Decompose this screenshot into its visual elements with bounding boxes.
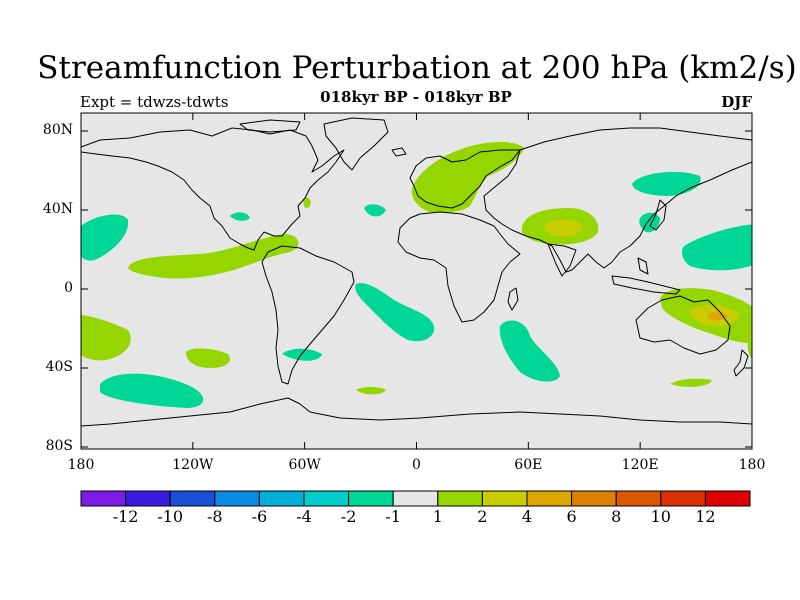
- colorbar: [80, 490, 751, 507]
- coast-europe-africa: [397, 149, 521, 323]
- coast-north-america: [81, 127, 345, 251]
- colorbar-label: -12: [112, 507, 139, 526]
- coast-new-zealand: [733, 349, 749, 377]
- colorbar-label: 6: [566, 507, 577, 526]
- contour-neg-pacific-south: [100, 373, 204, 408]
- colorbar-label: 8: [611, 507, 622, 526]
- colorbar-label: -1: [385, 507, 401, 526]
- contour-pos-tibet-core: [544, 219, 583, 237]
- lon-tick-label: 180: [67, 457, 95, 473]
- coast-south-america: [261, 245, 355, 385]
- contour-pos-south-pacific-west: [81, 314, 131, 361]
- coast-asia: [483, 127, 752, 273]
- colorbar-swatch: [571, 490, 617, 507]
- colorbar-label: -8: [207, 507, 223, 526]
- lon-tick-label: 120W: [172, 457, 214, 473]
- contour-neg-east-pacific-north: [81, 214, 129, 261]
- colorbar-swatch: [303, 490, 350, 507]
- contour-neg-mediterranean: [364, 204, 386, 217]
- contour-pos-tasman: [670, 378, 712, 387]
- coast-madagascar: [507, 287, 519, 311]
- colorbar-swatch: [125, 490, 171, 507]
- coast-japan: [649, 199, 667, 231]
- colorbar-label: -10: [157, 507, 184, 526]
- contour-pos-east-australia: [747, 340, 752, 360]
- coast-australia: [635, 295, 731, 355]
- contour-fills: [81, 141, 752, 408]
- colorbar-swatch: [392, 490, 439, 507]
- colorbar-label: -6: [251, 507, 268, 526]
- colorbar-swatch: [348, 490, 394, 507]
- experiment-label: Expt = tdwzs-tdwts: [80, 93, 229, 111]
- colorbar-swatch: [615, 490, 662, 507]
- coastlines: [81, 117, 752, 427]
- contour-neg-indian-ocean: [499, 320, 560, 382]
- colorbar-swatch: [481, 490, 528, 507]
- colorbar-label: 1: [432, 507, 443, 526]
- colorbar-swatch: [169, 490, 216, 507]
- colorbar-label: -2: [340, 507, 357, 526]
- contour-pos-south-atlantic-east: [356, 387, 386, 395]
- colorbar-swatch: [80, 490, 127, 507]
- coast-arctic-islands: [239, 119, 301, 133]
- colorbar-swatch: [258, 490, 305, 507]
- colorbar-label: 10: [650, 507, 671, 526]
- lat-tick-label: 0: [64, 280, 73, 296]
- colorbar-label: 4: [521, 507, 533, 526]
- coast-antarctica: [81, 397, 752, 427]
- lon-tick-label: 60W: [288, 457, 321, 473]
- colorbar-label: 12: [695, 507, 716, 526]
- colorbar-swatch: [214, 490, 260, 507]
- lat-tick-label: 80S: [45, 438, 73, 454]
- coast-indonesia: [611, 257, 681, 295]
- coast-india: [547, 243, 577, 277]
- lon-tick-label: 180: [738, 457, 766, 473]
- season-label: DJF: [721, 93, 752, 111]
- coast-greenland: [323, 117, 389, 171]
- lat-tick-label: 40S: [45, 359, 73, 375]
- lon-tick-label: 120E: [621, 457, 659, 473]
- contour-pos-scandinavia: [411, 141, 524, 213]
- contour-pos-gulf: [303, 197, 311, 209]
- contour-neg-west-pacific: [682, 224, 752, 271]
- lon-tick-label: 0: [412, 457, 421, 473]
- contour-pos-australia-max: [708, 311, 728, 321]
- plot-subtitle: 018kyr BP - 018kyr BP: [320, 88, 512, 106]
- coast-iceland: [391, 147, 407, 157]
- contour-neg-south-atlantic: [355, 283, 435, 342]
- colorbar-swatch: [704, 490, 751, 507]
- contour-neg-siberia: [632, 171, 701, 196]
- plot-title: Streamfunction Perturbation at 200 hPa (…: [37, 50, 797, 86]
- contour-neg-argentina: [282, 348, 322, 361]
- contour-neg-mexico: [230, 212, 250, 221]
- colorbar-swatch: [660, 490, 706, 507]
- colorbar-swatch: [526, 490, 573, 507]
- lat-tick-label: 80N: [42, 122, 73, 138]
- colorbar-label: -4: [296, 507, 312, 526]
- colorbar-label: 2: [477, 507, 488, 526]
- axis-ticks: [80, 113, 753, 449]
- lat-tick-label: 40N: [42, 201, 73, 217]
- lon-tick-label: 60E: [514, 457, 543, 473]
- colorbar-swatch: [437, 490, 483, 507]
- contour-pos-south-pacific-east: [186, 348, 230, 368]
